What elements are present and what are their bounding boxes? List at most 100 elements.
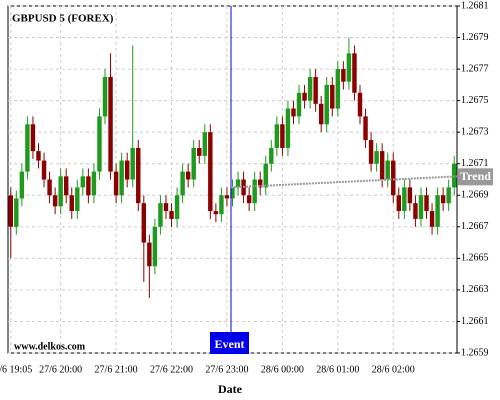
candle-body	[302, 92, 307, 101]
candle-body	[52, 195, 58, 207]
candle-body	[141, 203, 147, 243]
candle-body	[14, 198, 19, 227]
y-tick-label: 1.2663	[461, 284, 489, 295]
candle-body	[307, 76, 313, 101]
candle-body	[47, 179, 52, 196]
candle-body	[440, 195, 446, 204]
y-tick-label: 1.2677	[461, 63, 489, 74]
candle-body	[269, 147, 274, 164]
candle-body	[63, 176, 69, 196]
watermark: www.delkos.com	[14, 341, 86, 352]
candle-body	[158, 203, 163, 227]
candle-body	[363, 116, 368, 141]
candle-body	[169, 211, 174, 219]
candle-body	[379, 151, 385, 180]
candle-body	[224, 195, 230, 199]
y-tick-label: 1.2673	[461, 126, 489, 137]
x-tick-label: 27/6 21:00	[95, 364, 138, 375]
candle-body	[396, 195, 402, 212]
candle-body	[313, 76, 318, 104]
candle-body	[152, 226, 158, 267]
trend-label: Trend	[460, 169, 491, 183]
candle-body	[435, 195, 440, 227]
candle-body	[357, 92, 363, 117]
y-tick-label: 1.2671	[461, 158, 489, 169]
candle-body	[91, 171, 97, 196]
candle-body	[296, 92, 302, 117]
candle-body	[335, 69, 341, 109]
candle-body	[69, 195, 74, 212]
event-box	[210, 332, 249, 354]
chart-title: GBPUSD 5 (FOREX)	[12, 13, 114, 25]
candle-body	[219, 195, 224, 215]
candle-body	[97, 116, 102, 172]
candle-body	[108, 76, 113, 172]
candle-body	[230, 187, 235, 199]
y-tick-label: 1.2667	[461, 221, 489, 232]
candle-body	[136, 147, 141, 204]
candle-body	[402, 187, 407, 212]
candle-body	[263, 163, 268, 188]
candle-body	[341, 69, 346, 82]
candle-body	[80, 176, 86, 188]
y-tick-label: 1.2669	[461, 190, 489, 201]
candle-body	[280, 124, 285, 148]
candle-body	[391, 160, 396, 196]
y-tick-label: 1.2665	[461, 253, 489, 264]
candle-body	[374, 151, 379, 164]
candle-body	[385, 160, 390, 180]
y-tick-label: 1.2679	[461, 32, 489, 43]
candle-body	[130, 147, 135, 180]
candle-body	[274, 124, 280, 148]
candle-body	[197, 147, 202, 156]
candle-body	[424, 195, 429, 212]
y-tick-label: 1.2675	[461, 95, 489, 106]
y-tick-label: 1.2681	[461, 0, 489, 11]
trend-box	[458, 168, 493, 186]
x-tick-label: 27/6 22:00	[150, 364, 193, 375]
candle-body	[352, 53, 357, 93]
event-label: Event	[215, 337, 245, 351]
x-axis-title: Date	[218, 382, 243, 396]
candle-body	[163, 203, 169, 212]
candle-body	[429, 211, 435, 227]
x-tick-label: 27/6 20:00	[39, 364, 82, 375]
candle-body	[208, 132, 213, 212]
candle-body	[407, 187, 413, 204]
candle-body	[346, 53, 352, 82]
candle-body	[330, 84, 335, 109]
candle-body	[113, 171, 119, 196]
trend-line	[230, 175, 458, 189]
candle-body	[58, 176, 63, 207]
candle-body	[213, 211, 219, 215]
candle-body	[174, 195, 180, 219]
y-tick-label: 1.2661	[461, 316, 489, 327]
candle-body	[147, 242, 152, 267]
x-tick-label: 28/6 01:00	[316, 364, 359, 375]
candle-body	[86, 176, 91, 196]
candle-body	[36, 151, 41, 161]
candle-body	[235, 179, 241, 188]
x-tick-label: 28/6 02:00	[372, 364, 415, 375]
candle-body	[368, 140, 374, 164]
candle-body	[252, 179, 257, 204]
y-tick-label: 1.2659	[461, 347, 489, 358]
candle-body	[191, 147, 196, 180]
candle-body	[8, 195, 13, 227]
x-tick-label: 28/6 00:00	[261, 364, 304, 375]
candle-body	[19, 171, 25, 199]
candle-body	[446, 187, 451, 204]
candle-body	[285, 108, 291, 148]
candle-body	[119, 160, 124, 196]
candle-body	[413, 203, 418, 219]
candle-body	[324, 84, 329, 125]
candle-body	[291, 108, 296, 117]
candle-body	[180, 171, 185, 196]
candle-body	[318, 103, 324, 125]
candle-body	[246, 195, 252, 204]
candles	[8, 37, 457, 298]
candle-body	[25, 124, 30, 172]
candle-body	[185, 171, 191, 180]
x-tick-label: 27/6 19:05	[0, 364, 32, 375]
